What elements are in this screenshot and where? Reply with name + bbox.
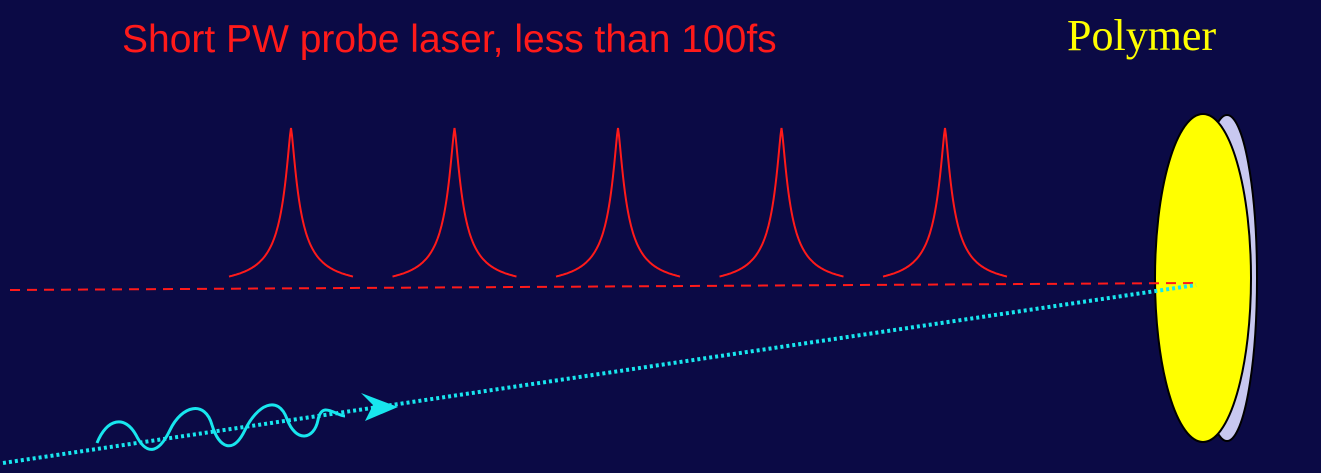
probe-pulse <box>392 127 517 278</box>
probe-pulse <box>555 127 681 278</box>
beam-arrow <box>361 393 398 421</box>
probe-pulse <box>228 127 354 278</box>
polymer-label: Polymer <box>1067 11 1217 60</box>
polymer-target <box>1154 113 1258 443</box>
incoming-beam <box>2 283 1197 465</box>
polymer-face <box>1154 113 1252 443</box>
incoming-wave <box>95 403 346 451</box>
probe-pulse-train <box>228 127 1008 278</box>
diagram-title: Short PW probe laser, less than 100fs <box>122 18 777 61</box>
probe-pulse <box>719 127 844 278</box>
probe-pulse <box>882 127 1008 278</box>
probe-beam-axis <box>9 282 1197 291</box>
